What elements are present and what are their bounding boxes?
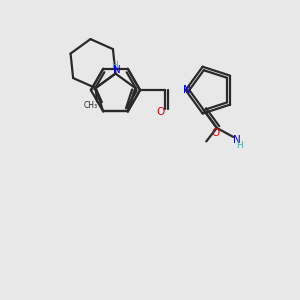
Text: H: H bbox=[111, 61, 117, 70]
Text: N: N bbox=[113, 65, 121, 75]
Text: H: H bbox=[236, 141, 243, 150]
Text: N: N bbox=[233, 135, 241, 145]
Text: CH₃: CH₃ bbox=[83, 100, 98, 109]
Text: N: N bbox=[183, 85, 191, 95]
Text: O: O bbox=[211, 128, 219, 138]
Text: O: O bbox=[156, 107, 164, 117]
